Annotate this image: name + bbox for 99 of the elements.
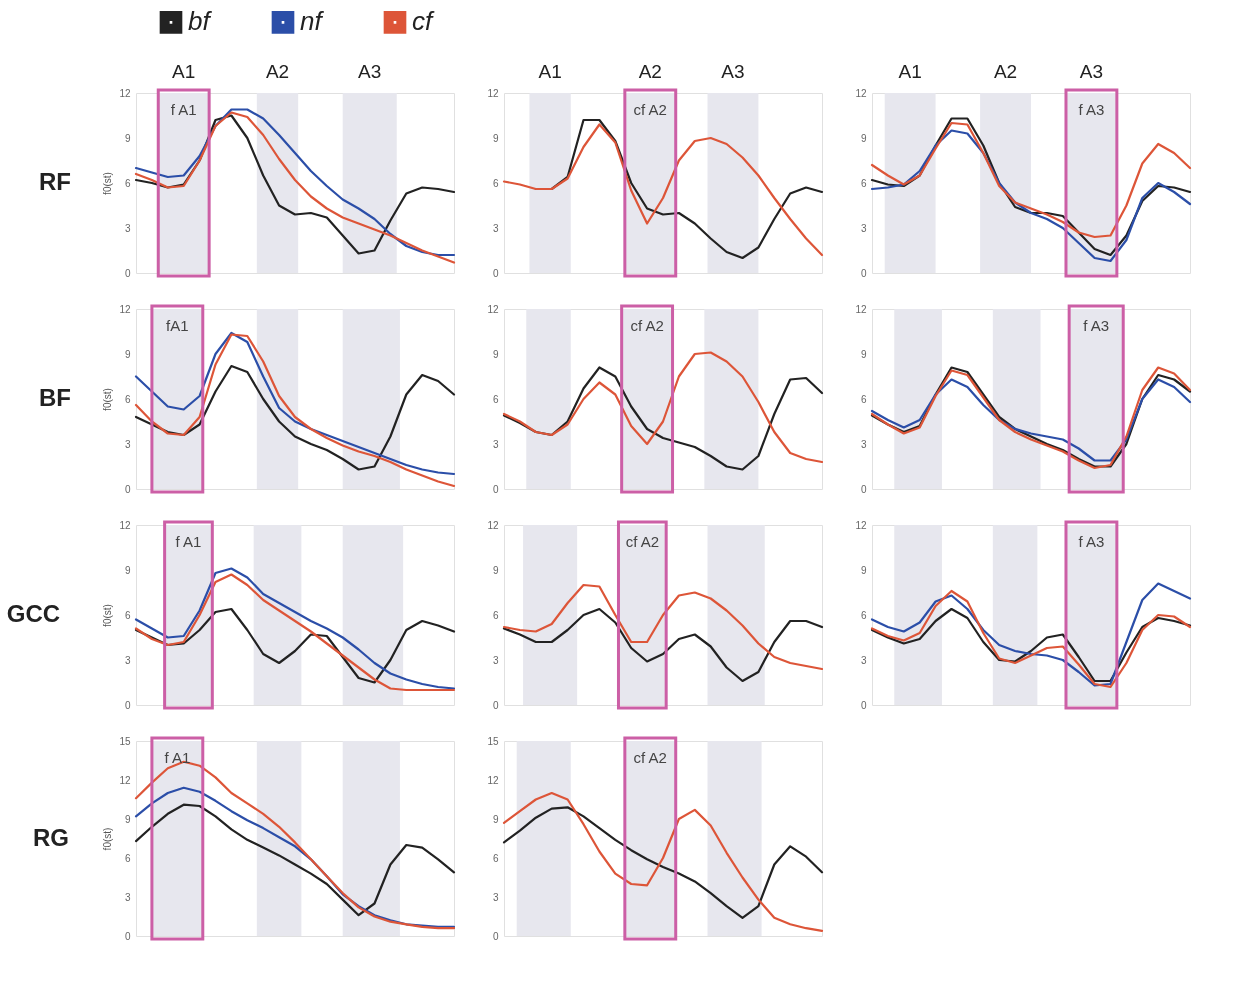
text: A3 — [721, 61, 745, 82]
y-tick-label: 3 — [124, 222, 131, 234]
y-tick-label: 3 — [124, 654, 131, 666]
line-series — [502, 583, 824, 671]
y-tick-label: 0 — [124, 483, 131, 495]
text: BF — [38, 384, 71, 411]
y-tick-label: 0 — [124, 699, 131, 711]
y-tick-label: 9 — [124, 348, 131, 360]
y-tick-label: 0 — [492, 930, 499, 942]
y-tick-label: 3 — [492, 438, 499, 450]
y-tick-label: 0 — [492, 699, 499, 711]
y-tick-label: 3 — [492, 891, 499, 903]
y-tick-label: 3 — [860, 654, 867, 666]
text: A3 — [358, 61, 382, 82]
y-tick-label: 12 — [119, 87, 131, 99]
y-tick-label: 9 — [492, 813, 499, 825]
y-tick-label: 12 — [487, 87, 499, 99]
y-tick-label: 12 — [119, 303, 131, 315]
y-tick-label: 9 — [124, 813, 131, 825]
annotation: f A3 — [1078, 533, 1105, 550]
y-tick-label: 3 — [492, 654, 499, 666]
y-tick-label: 12 — [855, 87, 867, 99]
text: A1 — [538, 61, 562, 82]
legend-label: nf — [300, 6, 325, 37]
text: A2 — [993, 61, 1018, 82]
annotation: fA1 — [166, 317, 189, 334]
annotation: f A3 — [1083, 317, 1110, 334]
line-series — [870, 378, 1192, 462]
line-series — [502, 791, 824, 932]
text: RF — [38, 168, 71, 195]
y-tick-label: 6 — [492, 177, 499, 189]
line-series — [134, 607, 456, 684]
y-tick-label: 12 — [119, 774, 131, 786]
y-tick-label: 9 — [492, 564, 499, 576]
annotation: f A1 — [170, 101, 197, 118]
line-series — [870, 121, 1192, 239]
y-tick-label: 9 — [492, 348, 499, 360]
y-tick-label: 0 — [124, 267, 131, 279]
y-tick-label: 6 — [860, 609, 867, 621]
text: A1 — [172, 61, 196, 82]
y-axis-title: f0(st) — [102, 388, 114, 411]
annotation: cf A2 — [625, 533, 660, 550]
y-tick-label: 12 — [487, 303, 499, 315]
y-tick-label: 6 — [492, 609, 499, 621]
y-tick-label: 9 — [860, 564, 867, 576]
y-tick-label: 12 — [855, 303, 867, 315]
y-tick-label: 6 — [124, 177, 131, 189]
y-tick-label: 3 — [124, 891, 131, 903]
line-series — [870, 607, 1192, 683]
annotation: f A1 — [164, 749, 191, 766]
annotation: f A3 — [1078, 101, 1105, 118]
y-axis-title: f0(st) — [102, 604, 114, 627]
y-tick-label: 0 — [492, 483, 499, 495]
y-tick-label: 12 — [855, 519, 867, 531]
y-tick-label: 9 — [124, 564, 131, 576]
y-tick-label: 12 — [487, 519, 499, 531]
y-tick-label: 6 — [860, 393, 867, 405]
y-tick-label: 6 — [124, 852, 131, 864]
legend-label: cf — [412, 6, 435, 37]
line-series — [502, 366, 824, 471]
y-tick-label: 3 — [124, 438, 131, 450]
y-axis-title: f0(st) — [102, 172, 114, 195]
line-series — [134, 364, 456, 471]
y-tick-label: 6 — [492, 852, 499, 864]
y-axis-title: f0(st) — [102, 827, 114, 851]
y-tick-label: 3 — [860, 438, 867, 450]
text: RG — [32, 823, 69, 851]
y-tick-label: 15 — [119, 735, 131, 747]
y-tick-label: 0 — [124, 930, 131, 942]
y-tick-label: 9 — [860, 132, 867, 144]
y-tick-label: 9 — [860, 348, 867, 360]
y-tick-label: 6 — [860, 177, 867, 189]
y-tick-label: 6 — [492, 393, 499, 405]
text: A2 — [265, 61, 290, 82]
legend-label: bf — [188, 6, 213, 37]
y-tick-label: 6 — [124, 609, 131, 621]
y-tick-label: 0 — [860, 699, 867, 711]
text: GCC — [6, 600, 61, 627]
y-tick-label: 12 — [119, 519, 131, 531]
y-tick-label: 6 — [124, 393, 131, 405]
y-tick-label: 3 — [860, 222, 867, 234]
line-series — [502, 806, 824, 919]
annotation: cf A2 — [633, 101, 667, 118]
annotation: f A1 — [175, 533, 202, 550]
y-tick-label: 0 — [492, 267, 499, 279]
y-tick-label: 0 — [860, 267, 867, 279]
y-tick-label: 9 — [124, 132, 131, 144]
text: A1 — [898, 61, 922, 82]
text: A2 — [638, 61, 662, 82]
y-tick-label: 3 — [492, 222, 499, 234]
y-tick-label: 12 — [487, 774, 499, 786]
line-series — [502, 351, 824, 464]
y-tick-label: 9 — [492, 132, 499, 144]
line-series — [502, 607, 824, 683]
text: A3 — [1079, 61, 1104, 82]
y-tick-label: 15 — [487, 735, 499, 747]
y-tick-label: 0 — [860, 483, 867, 495]
annotation: cf A2 — [633, 749, 667, 766]
annotation: cf A2 — [630, 317, 664, 334]
